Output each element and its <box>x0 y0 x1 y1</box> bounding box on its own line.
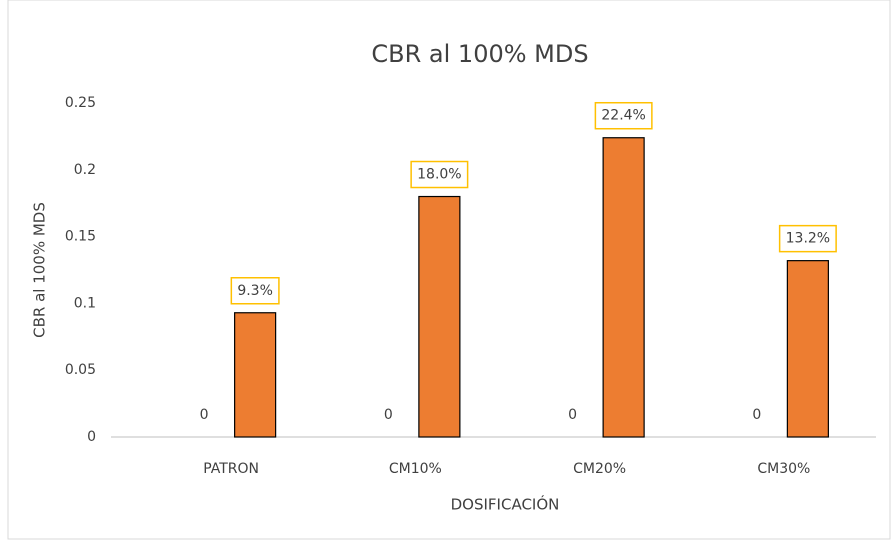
data-label: 0 <box>200 407 209 423</box>
bar <box>602 137 645 438</box>
data-label: 18.0% <box>417 167 461 183</box>
bar <box>418 195 461 438</box>
bar <box>786 260 829 438</box>
data-label-box <box>594 101 653 130</box>
y-tick-label: 0.25 <box>65 95 96 111</box>
data-label-box <box>230 277 280 305</box>
x-tick-label: CM10% <box>389 461 442 477</box>
data-label: 9.3% <box>237 283 273 299</box>
data-label: 13.2% <box>786 231 830 247</box>
data-label: 0 <box>568 407 577 423</box>
x-tick-label: CM20% <box>573 461 626 477</box>
x-tick-label: CM30% <box>757 461 810 477</box>
y-tick-label: 0 <box>87 429 96 445</box>
y-tick-label: 0.1 <box>74 295 96 311</box>
y-tick-label: 0.15 <box>65 229 96 245</box>
data-label-box <box>410 160 469 189</box>
chart-title: CBR al 100% MDS <box>371 40 588 68</box>
y-tick-label: 0.05 <box>65 362 96 378</box>
data-label-box <box>778 224 837 253</box>
bar <box>234 312 277 438</box>
data-label: 0 <box>752 407 761 423</box>
y-axis-title: CBR al 100% MDS <box>31 202 49 338</box>
x-axis-title: DOSIFICACIÓN <box>451 495 560 514</box>
data-label: 22.4% <box>601 108 645 124</box>
data-label: 0 <box>384 407 393 423</box>
y-tick-label: 0.2 <box>74 162 96 178</box>
x-tick-label: PATRON <box>203 461 259 477</box>
